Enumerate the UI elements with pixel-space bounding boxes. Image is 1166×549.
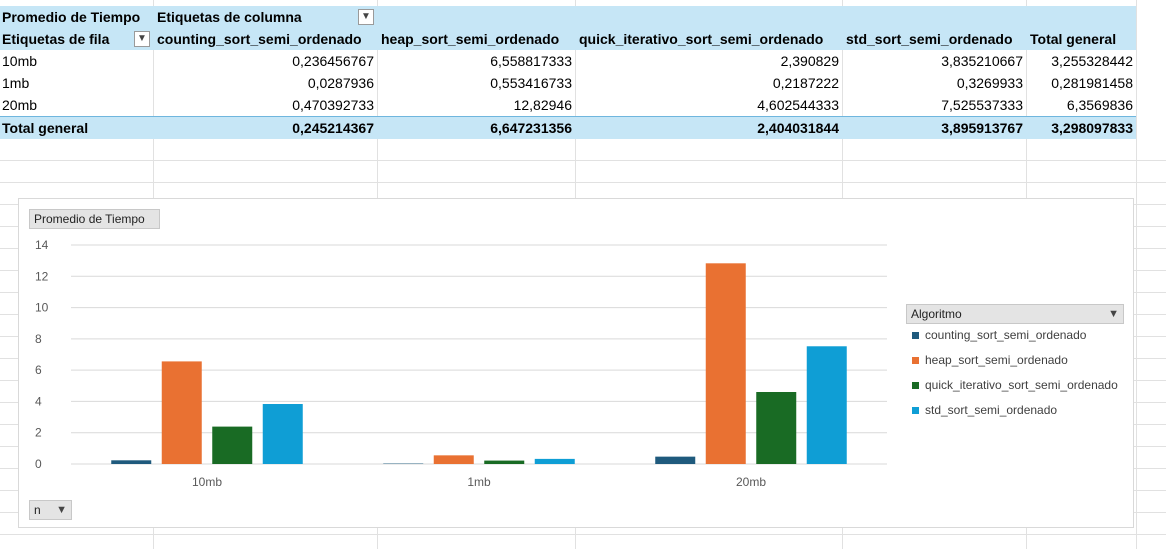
total-cell[interactable]: 0,245214367 [292,120,374,136]
bar [756,392,797,464]
y-tick-label: 14 [35,238,49,252]
column-header[interactable]: heap_sort_semi_ordenado [381,31,560,47]
table-cell[interactable]: 7,525537333 [941,97,1023,113]
legend-item[interactable]: counting_sort_semi_ordenado [912,328,1086,342]
table-cell[interactable]: 0,236456767 [292,53,374,69]
table-cell[interactable]: 0,3269933 [956,75,1023,91]
y-tick-label: 4 [35,394,42,408]
column-header[interactable]: Total general [1030,31,1117,47]
pivot-header-row-2: Etiquetas de fila ▼ counting_sort_semi_o… [0,28,1136,50]
legend-swatch [912,357,919,365]
row-filter-icon[interactable]: ▼ [134,31,150,47]
y-tick-label: 10 [35,301,49,315]
legend-field-button[interactable]: Algoritmo ▼ [906,304,1124,324]
column-filter-icon[interactable]: ▼ [358,9,374,25]
legend-swatch [912,407,919,415]
x-tick-label: 10mb [192,475,222,489]
table-cell[interactable]: 6,3569836 [1066,97,1133,113]
table-cell[interactable]: 3,255328442 [1051,53,1133,69]
y-tick-label: 0 [35,457,42,471]
table-row: 10mb 0,236456767 6,558817333 2,390829 3,… [0,50,1136,72]
legend-item[interactable]: heap_sort_semi_ordenado [912,353,1068,367]
value-field-label[interactable]: Promedio de Tiempo [2,9,141,25]
bar [212,426,253,464]
legend-item[interactable]: std_sort_semi_ordenado [912,403,1057,417]
column-labels-header[interactable]: Etiquetas de columna [157,9,302,25]
axis-field-button[interactable]: n ▼ [29,500,72,520]
table-cell[interactable]: 0,553416733 [490,75,572,91]
legend-label: quick_iterativo_sort_semi_ordenado [925,378,1118,392]
pivot-header-row-1: Promedio de Tiempo Etiquetas de columna … [0,6,1136,28]
table-cell[interactable]: 12,82946 [513,97,572,113]
table-cell[interactable]: 0,2187222 [772,75,839,91]
axis-field-label: n [34,503,41,517]
legend-swatch [912,382,919,390]
total-cell[interactable]: 6,647231356 [490,120,572,136]
filter-icon: ▼ [1108,308,1119,320]
row-label[interactable]: 1mb [2,75,30,91]
table-row: 1mb 0,0287936 0,553416733 0,2187222 0,32… [0,72,1136,94]
row-label[interactable]: 10mb [2,53,38,69]
table-row: 20mb 0,470392733 12,82946 4,602544333 7,… [0,94,1136,116]
column-header[interactable]: quick_iterativo_sort_semi_ordenado [579,31,824,47]
legend-swatch [912,332,919,340]
table-cell[interactable]: 0,281981458 [1051,75,1133,91]
table-cell[interactable]: 3,835210667 [941,53,1023,69]
table-cell[interactable]: 0,0287936 [307,75,374,91]
legend-item[interactable]: quick_iterativo_sort_semi_ordenado [912,378,1118,392]
row-labels-header[interactable]: Etiquetas de fila [2,31,110,47]
bar [534,458,575,464]
row-label[interactable]: 20mb [2,97,38,113]
x-tick-label: 20mb [736,475,766,489]
value-field-button[interactable]: Promedio de Tiempo [29,209,160,229]
x-tick-label: 1mb [467,475,491,489]
table-cell[interactable]: 2,390829 [780,53,839,69]
total-row: Total general 0,245214367 6,647231356 2,… [0,116,1136,139]
table-cell[interactable]: 6,558817333 [490,53,572,69]
legend-field-label: Algoritmo [911,307,962,321]
total-label[interactable]: Total general [2,120,89,136]
column-header[interactable]: counting_sort_semi_ordenado [157,31,362,47]
column-header[interactable]: std_sort_semi_ordenado [846,31,1013,47]
filter-icon: ▼ [56,504,67,516]
y-tick-label: 2 [35,426,42,440]
bar [433,455,474,464]
bar [262,404,303,464]
legend-label: counting_sort_semi_ordenado [925,328,1087,342]
legend-label: heap_sort_semi_ordenado [925,353,1068,367]
chart-plot: 0 2 4 6 8 10 12 14 10mb 1mb 20mb [35,238,887,489]
bar [484,460,525,464]
bar [111,460,152,464]
y-tick-label: 8 [35,332,42,346]
table-cell[interactable]: 0,470392733 [292,97,374,113]
bar [161,361,202,464]
legend-label: std_sort_semi_ordenado [925,403,1058,417]
total-cell[interactable]: 2,404031844 [757,120,839,136]
total-cell[interactable]: 3,895913767 [941,120,1023,136]
y-tick-label: 12 [35,269,49,283]
bar [806,346,847,464]
bar [655,456,696,464]
bar [705,263,746,464]
total-cell[interactable]: 3,298097833 [1051,120,1133,136]
y-tick-label: 6 [35,363,42,377]
table-cell[interactable]: 4,602544333 [757,97,839,113]
pivot-chart[interactable]: Promedio de Tiempo 0 2 4 6 8 10 12 14 10mb 1mb 20m… [18,198,1134,528]
